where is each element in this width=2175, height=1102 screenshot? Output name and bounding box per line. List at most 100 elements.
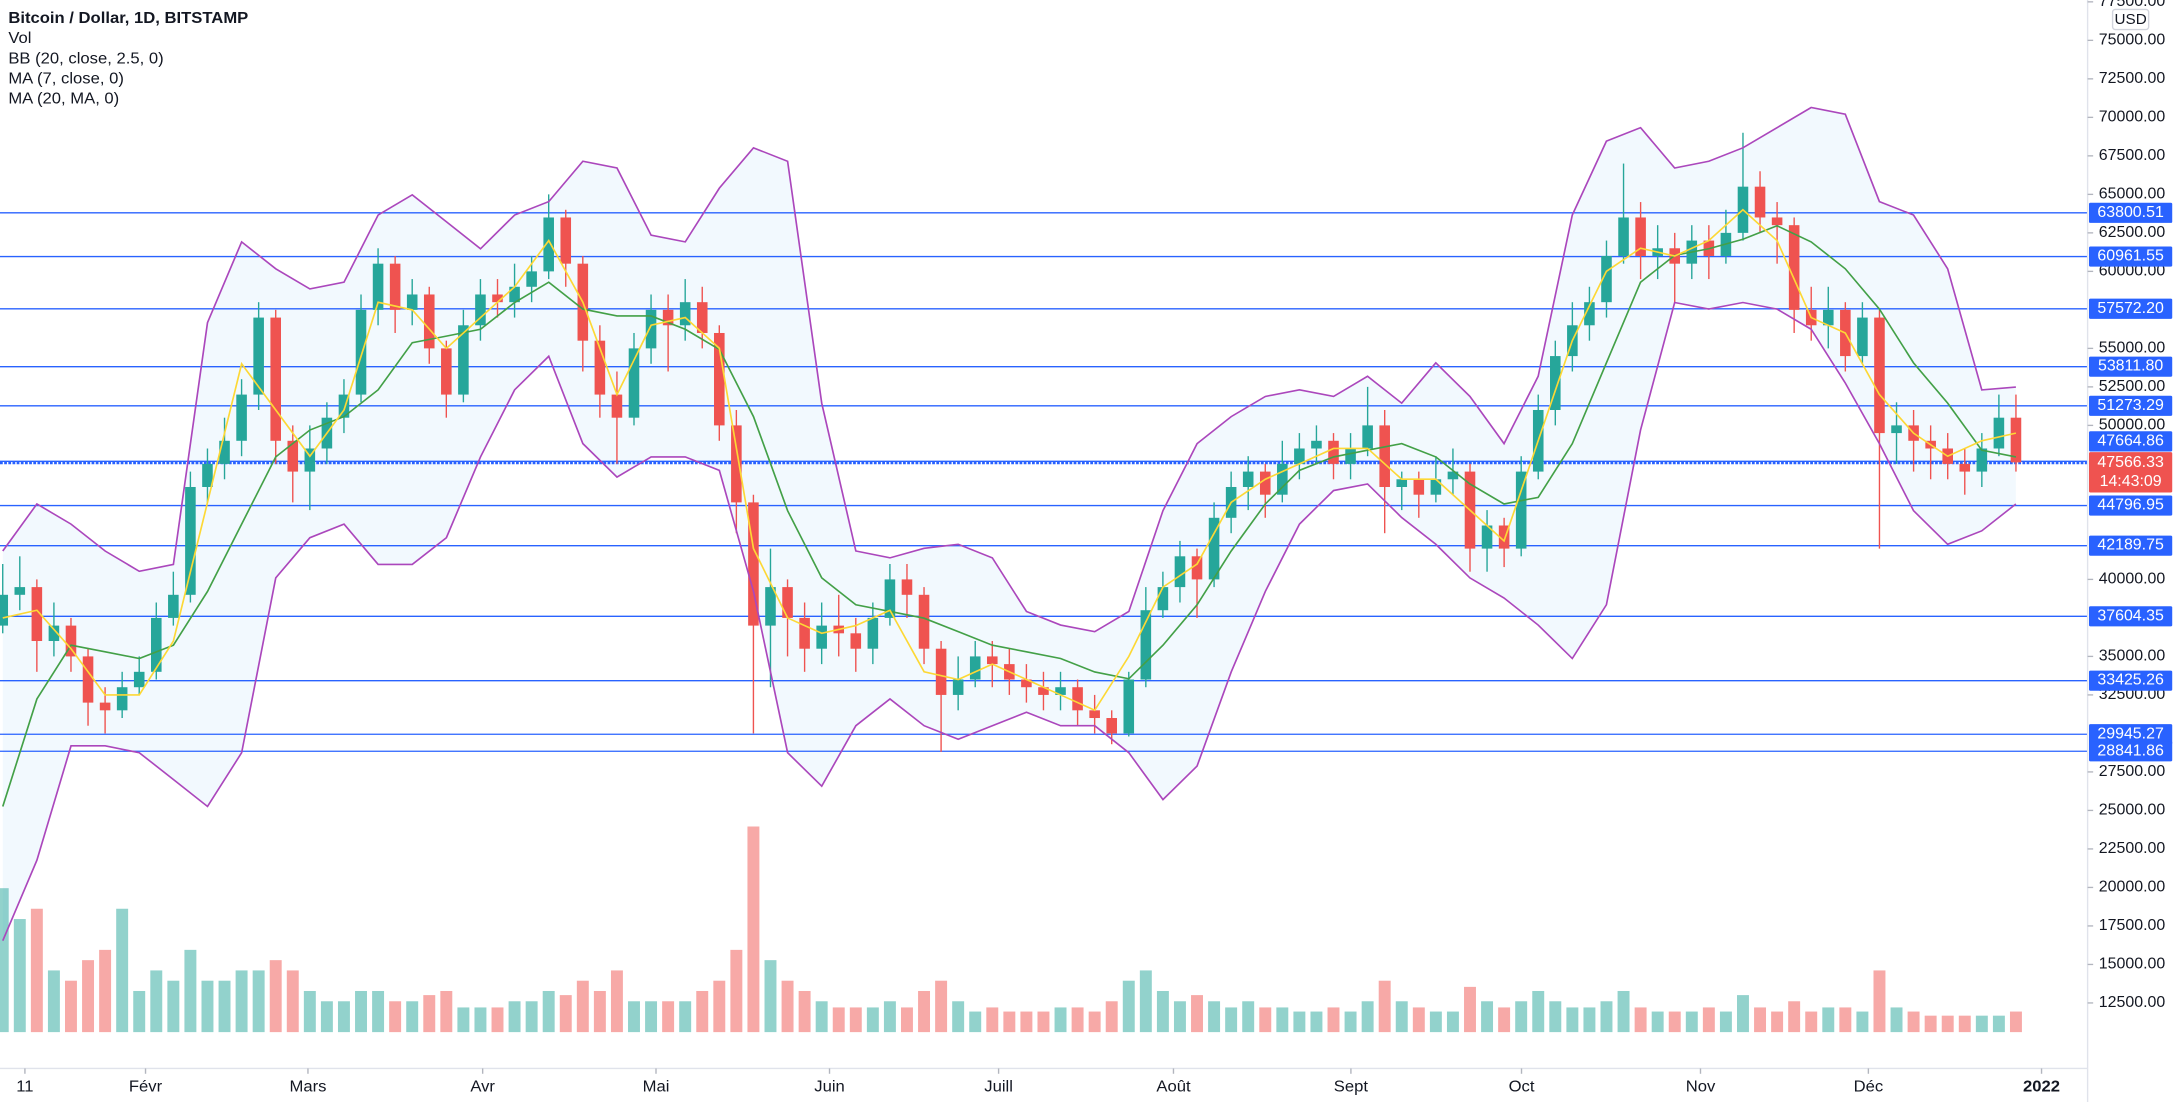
x-tick-label: Mai xyxy=(643,1078,670,1096)
volume-bar xyxy=(1225,1007,1238,1033)
volume-bar xyxy=(65,980,77,1033)
volume-bar xyxy=(82,960,95,1033)
volume-bar xyxy=(1481,1001,1494,1033)
level-tag xyxy=(2088,202,2173,223)
level-tag xyxy=(2088,741,2173,762)
volume-bar xyxy=(679,1001,692,1033)
candle-body xyxy=(509,286,520,303)
candle-body xyxy=(202,463,213,487)
level-tag xyxy=(2088,356,2173,377)
x-tick-label: Août xyxy=(1156,1078,1191,1096)
volume-bar xyxy=(2009,1011,2022,1033)
countdown-label: 14:43:09 xyxy=(2100,473,2162,490)
candle-body xyxy=(765,587,776,626)
volume-bar xyxy=(252,970,265,1033)
volume-bar xyxy=(969,1011,982,1033)
volume-bar xyxy=(1583,1007,1596,1033)
y-tick-label: 12500.00 xyxy=(2099,994,2166,1011)
volume-bar xyxy=(1276,1007,1289,1033)
candle-body xyxy=(901,579,913,595)
volume-bar xyxy=(1464,986,1476,1033)
volume-bar xyxy=(133,990,146,1033)
currency-label[interactable]: USD xyxy=(2115,11,2147,28)
candle-body xyxy=(799,617,810,649)
candle-body xyxy=(1021,679,1032,688)
candle-body xyxy=(1345,448,1356,464)
volume-bar xyxy=(1856,1011,1869,1033)
candle-body xyxy=(645,309,657,349)
volume-bar xyxy=(764,960,777,1033)
currency-box[interactable] xyxy=(2111,8,2150,31)
level-label: 37604.35 xyxy=(2097,608,2164,625)
level-tag xyxy=(2088,535,2173,556)
candle-body xyxy=(782,587,793,618)
level-label: 53811.80 xyxy=(2098,358,2164,375)
candle-body xyxy=(1174,556,1186,588)
y-tick-label: 22500.00 xyxy=(2099,840,2166,857)
volume-bar xyxy=(781,980,794,1033)
volume-bar xyxy=(1600,1001,1613,1033)
volume-bar xyxy=(1839,1007,1852,1033)
symbol-title: Bitcoin / Dollar, 1D, BITSTAMP xyxy=(8,9,248,27)
candle-body xyxy=(1396,479,1408,487)
volume-bar xyxy=(184,949,197,1033)
candle-body xyxy=(1089,710,1100,719)
candle-body xyxy=(1311,440,1322,449)
candle-body xyxy=(611,394,623,418)
volume-bar xyxy=(593,990,606,1033)
indicator-label: MA (20, MA, 0) xyxy=(8,90,119,108)
volume-bar xyxy=(1668,1011,1681,1033)
volume-bar xyxy=(1156,990,1169,1033)
volume-bar xyxy=(1242,1001,1255,1033)
volume-bar xyxy=(901,1007,913,1033)
moving-average xyxy=(2,208,2017,712)
candle-body xyxy=(441,348,452,395)
candle-body xyxy=(2010,417,2022,463)
volume-bar xyxy=(508,1001,521,1033)
volume-bar xyxy=(986,1007,999,1033)
candle-body xyxy=(1481,525,1493,549)
candle-body xyxy=(1498,525,1510,549)
candle-body xyxy=(338,394,350,418)
volume-bar xyxy=(1873,970,1886,1033)
candle-body xyxy=(969,656,981,680)
x-tick-label: Juin xyxy=(814,1078,845,1096)
y-tick-label: 77500.00 xyxy=(2099,0,2166,10)
candle-body xyxy=(355,309,367,395)
indicator-label: MA (7, close, 0) xyxy=(8,70,124,88)
volume-bar xyxy=(866,1007,879,1033)
candle-body xyxy=(406,294,418,310)
volume-bar xyxy=(1907,1011,1920,1033)
candle-body xyxy=(168,594,179,618)
candle-body xyxy=(1242,471,1254,487)
volume-bar xyxy=(1037,1011,1050,1033)
y-tick-label: 20000.00 xyxy=(2099,879,2166,896)
candle-body xyxy=(1277,463,1288,495)
volume-bar xyxy=(849,1007,862,1033)
candle-body xyxy=(1959,463,1971,472)
volume-bar xyxy=(286,970,299,1033)
y-tick-label: 62500.00 xyxy=(2099,224,2166,241)
volume-bar xyxy=(798,990,811,1033)
y-tick-label: 50000.00 xyxy=(2099,417,2166,434)
indicator-label: Vol xyxy=(8,29,31,47)
candle-body xyxy=(475,294,486,326)
bollinger-lower xyxy=(2,301,2017,942)
volume-bar xyxy=(1412,1007,1425,1033)
candle-body xyxy=(1515,471,1527,549)
candle-body xyxy=(219,440,230,464)
candle-body xyxy=(1123,679,1135,734)
candle-body xyxy=(65,625,77,657)
candle-body xyxy=(1055,687,1066,695)
level-label: 60961.55 xyxy=(2097,248,2164,265)
volume-bar xyxy=(1975,1015,1988,1033)
level-label: 42189.75 xyxy=(2097,537,2164,554)
volume-bar xyxy=(1071,1007,1084,1033)
volume-bar xyxy=(0,888,9,1033)
level-label: 51273.29 xyxy=(2097,397,2163,414)
bollinger-upper xyxy=(2,106,2016,633)
candle-body xyxy=(1771,217,1783,226)
volume-bar xyxy=(918,990,931,1033)
volume-bar xyxy=(13,919,26,1033)
